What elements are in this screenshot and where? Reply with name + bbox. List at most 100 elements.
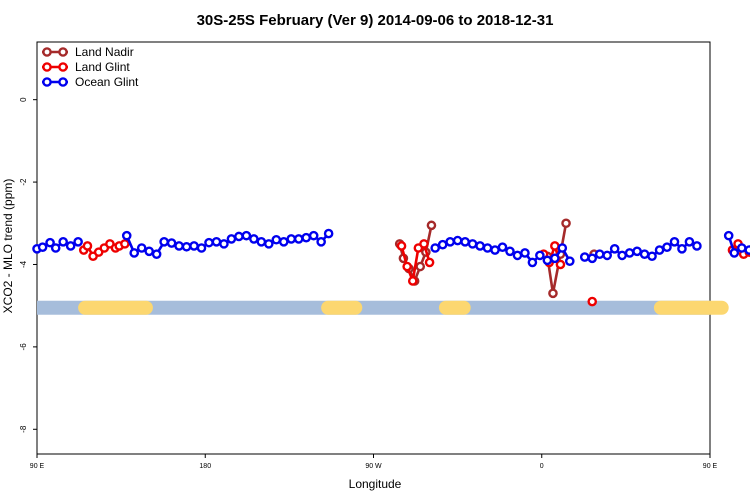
y-tick-label-1: -2 xyxy=(19,178,28,186)
series-2-point-2-17 xyxy=(557,243,568,253)
series-2-point-1-10 xyxy=(196,243,207,253)
x-tick-label-1: 180 xyxy=(199,463,211,470)
series-2-point-1-1 xyxy=(129,248,140,258)
series-layer xyxy=(32,218,750,307)
series-2-point-3-13 xyxy=(677,244,687,254)
series-2-point-1-0 xyxy=(121,230,132,241)
x-tick-label-4: 90 E xyxy=(703,463,718,470)
legend-marker-end-0 xyxy=(58,47,68,57)
series-2-point-0-3 xyxy=(50,243,61,253)
series-0-point-1-3 xyxy=(561,218,571,229)
series-2-point-2-4 xyxy=(460,237,470,247)
series-1-point-0-1 xyxy=(82,241,93,251)
series-2-point-1-4 xyxy=(151,249,162,259)
series-2-point-1-23 xyxy=(293,234,304,244)
land-band-0 xyxy=(78,300,153,315)
land-band-1 xyxy=(321,300,363,315)
series-2-point-1-19 xyxy=(264,239,274,249)
series-2-point-3-14 xyxy=(684,237,695,247)
legend-label-1: Land Glint xyxy=(75,60,130,74)
series-2-point-0-2 xyxy=(45,237,55,248)
series-2-point-2-14 xyxy=(535,250,545,261)
series-2-point-4-1 xyxy=(729,248,740,258)
legend-marker-2 xyxy=(42,77,52,87)
series-2-point-0-6 xyxy=(73,237,83,247)
series-2-point-0-1 xyxy=(37,242,48,252)
series-2-point-2-16 xyxy=(550,253,560,264)
series-2-point-2-12 xyxy=(520,248,530,258)
x-tick-label-3: 0 xyxy=(540,463,544,470)
series-2-point-3-15 xyxy=(692,241,702,251)
series-2-point-1-13 xyxy=(219,239,229,249)
series-0-point-1-1 xyxy=(548,288,558,299)
series-2-point-2-6 xyxy=(475,241,485,251)
series-2-point-3-6 xyxy=(624,248,635,258)
y-tick-label-0: 0 xyxy=(19,97,28,102)
series-0-point-0-4 xyxy=(415,261,426,272)
series-1-point-1-0 xyxy=(396,241,407,251)
series-1-point-1-5 xyxy=(424,257,435,268)
series-0-point-0-6 xyxy=(426,220,437,231)
series-2-point-1-8 xyxy=(181,241,192,252)
series-2-point-2-7 xyxy=(482,243,493,253)
series-2-point-2-10 xyxy=(505,246,515,257)
x-tick-label-2: 90 W xyxy=(365,463,382,470)
series-2-point-2-9 xyxy=(497,242,508,252)
series-2-point-0-5 xyxy=(65,241,76,251)
series-2-point-1-26 xyxy=(316,237,326,247)
series-1-point-2-2 xyxy=(550,241,560,251)
y-tick-label-4: -8 xyxy=(19,425,28,433)
series-2 xyxy=(32,228,750,268)
series-0-line-1 xyxy=(546,223,568,295)
series-2-point-1-7 xyxy=(174,241,184,251)
legend-marker-end-1 xyxy=(58,62,68,72)
x-tick-label-0: 90 E xyxy=(30,463,45,470)
series-2-point-3-12 xyxy=(669,237,680,247)
series-2-point-2-0 xyxy=(430,243,440,253)
series-2-point-3-4 xyxy=(609,244,620,254)
series-2-point-0-4 xyxy=(58,237,68,247)
series-2-point-3-1 xyxy=(587,253,598,264)
series-2-point-2-15 xyxy=(542,255,553,266)
series-1-point-1-4 xyxy=(419,239,429,249)
series-1-point-2-3 xyxy=(555,259,566,270)
series-2-point-1-17 xyxy=(249,234,259,244)
x-axis-label: Longitude xyxy=(349,477,402,491)
legend-label-0: Land Nadir xyxy=(75,45,134,59)
legend-marker-end-2 xyxy=(58,77,68,87)
series-2-point-1-21 xyxy=(278,237,289,247)
series-2-point-2-5 xyxy=(467,239,478,249)
series-2-point-4-0 xyxy=(723,230,734,241)
land-band-2 xyxy=(438,300,471,315)
series-2-point-1-27 xyxy=(323,228,334,239)
series-2-point-2-18 xyxy=(564,256,575,266)
land-ocean-band xyxy=(37,300,729,315)
series-2-point-2-8 xyxy=(490,245,500,255)
land-band-3 xyxy=(653,300,729,315)
series-2-point-1-9 xyxy=(189,241,199,251)
series-2-point-2-11 xyxy=(512,250,523,261)
series-2-point-1-15 xyxy=(234,231,244,242)
series-2-point-3-0 xyxy=(579,252,590,262)
series-2-point-3-5 xyxy=(617,250,627,261)
legend-label-2: Ocean Glint xyxy=(75,75,139,89)
x-axis: 90 E 180 90 W 0 90 E xyxy=(30,454,718,470)
series-2-point-1-12 xyxy=(211,237,222,247)
series-1-point-3-0 xyxy=(587,296,598,307)
y-axis: 0 -2 -4 -6 -8 xyxy=(19,97,37,433)
series-2-point-4-3 xyxy=(744,245,750,255)
series-2-point-2-13 xyxy=(527,257,538,268)
series-2-point-2-2 xyxy=(445,237,455,247)
series-2-point-1-11 xyxy=(204,237,214,248)
series-2-point-1-18 xyxy=(256,237,267,247)
chart-title: 30S-25S February (Ver 9) 2014-09-06 to 2… xyxy=(197,12,554,29)
series-1-point-1-2 xyxy=(407,276,418,286)
series-2-point-1-14 xyxy=(226,234,237,244)
y-axis-label: XCO2 - MLO trend (ppm) xyxy=(1,179,15,314)
series-2-point-1-24 xyxy=(301,232,312,243)
series-1-point-1-1 xyxy=(402,261,412,272)
series-2-point-1-25 xyxy=(308,230,319,241)
series-2-point-1-5 xyxy=(159,237,169,247)
